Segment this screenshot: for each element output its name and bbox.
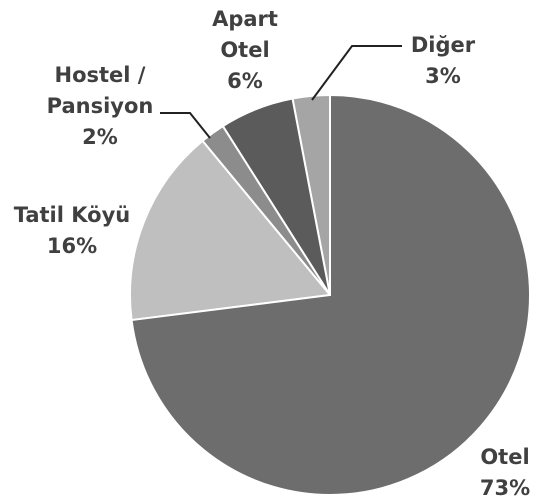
category-label: Tatil Köyü	[13, 203, 131, 227]
value-label: 73%	[479, 476, 531, 500]
leader-line	[160, 112, 211, 139]
leader-line	[311, 45, 402, 101]
value-label: 2%	[82, 125, 118, 149]
category-label: Apart Otel	[212, 7, 278, 62]
slice-label: Tatil Köyü 16%	[0, 200, 152, 262]
category-label: Diğer	[410, 33, 476, 57]
slice-label: Diğer 3%	[398, 30, 488, 92]
category-label: Otel	[480, 445, 530, 469]
value-label: 6%	[227, 69, 263, 93]
value-label: 16%	[46, 234, 98, 258]
category-label: Hostel / Pansiyon	[46, 63, 154, 118]
slice-label: Apart Otel 6%	[205, 4, 285, 97]
slice-label: Otel 73%	[465, 442, 541, 504]
value-label: 3%	[425, 64, 461, 88]
pie-slice	[130, 93, 531, 496]
slice-label: Hostel / Pansiyon 2%	[38, 60, 163, 153]
pie-slice	[129, 139, 332, 322]
